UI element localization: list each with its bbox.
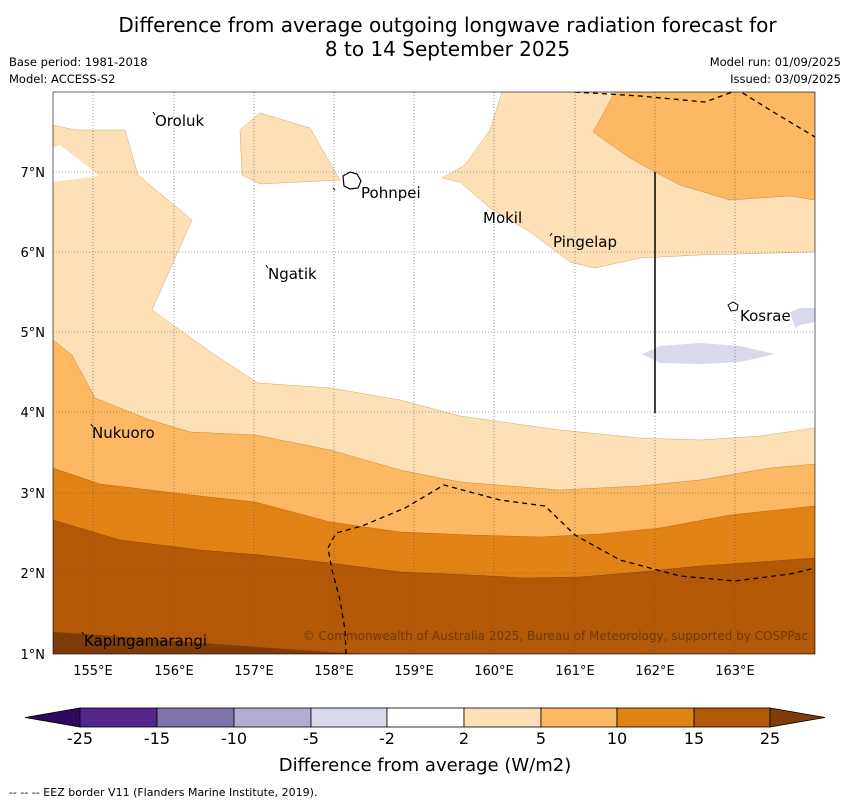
meta-left: Base period: 1981-2018 Model: ACCESS-S2 [9,54,148,88]
map-frame [52,91,816,655]
colorbar-segment [386,707,465,728]
contour-15-25 [53,519,815,654]
label-kapingamarangi: Kapingamarangi [84,632,207,650]
colorbar [24,707,826,728]
issued-date: Issued: 03/09/2025 [730,72,841,86]
kosrae-island-icon [727,301,739,312]
colorbar-tick-label: -25 [66,729,94,748]
lat-label: 3°N [21,487,46,502]
lon-label: 161°E [555,664,595,679]
lon-label: 163°E [715,664,755,679]
colorbar-extend-high [769,707,826,728]
eez-border-north [574,92,815,138]
lat-label: 5°N [21,326,46,341]
label-ngatik: Ngatik [268,265,317,283]
graticule [53,92,815,654]
colorbar-tick-label: -10 [220,729,248,748]
colorbar-segment [616,707,695,728]
forecast-field [53,92,815,654]
title-line-2: 8 to 14 September 2025 [324,37,571,61]
eez-border-south [327,484,815,654]
colorbar-tick-label: 25 [759,729,781,748]
lon-label: 160°E [474,664,514,679]
contour-over-25 [53,632,360,654]
label-mokil: Mokil [483,209,522,227]
contour-2-5-west-notch [53,145,100,182]
colorbar-segment [156,707,235,728]
colorbar-segment [233,707,312,728]
colorbar-segment [310,707,388,728]
lon-label: 158°E [314,664,354,679]
lon-label: 155°E [73,664,113,679]
colorbar-extend-low [24,707,81,728]
lat-label: 6°N [21,246,46,261]
lon-label: 156°E [154,664,194,679]
model-run: Model run: 01/09/2025 [709,55,841,69]
lon-label: 159°E [394,664,434,679]
colorbar-tick-label: -5 [303,729,319,748]
colorbar-tick-label: 10 [606,729,628,748]
lat-label: 1°N [21,648,46,663]
colorbar-tick-label: 15 [683,729,705,748]
label-pingelap: Pingelap [553,233,617,251]
label-pohnpei: Pohnpei [361,184,421,202]
base-period: Base period: 1981-2018 [9,55,148,69]
colorbar-tick-label: 2 [458,729,470,748]
lat-label: 2°N [21,567,46,582]
colorbar-tick-label: -2 [379,729,395,748]
lat-label: 7°N [21,166,46,181]
copyright-notice: © Commonwealth of Australia 2025, Bureau… [303,629,808,643]
colorbar-segment [693,707,771,728]
contour-5-10-northeast [592,92,815,201]
latitude-labels: 7°N 6°N 5°N 4°N 3°N 2°N 1°N [21,166,46,663]
colorbar-tick-label: -15 [143,729,171,748]
title-line-1: Difference from average outgoing longwav… [118,13,777,37]
lon-label: 162°E [635,664,675,679]
colorbar-segment [463,707,542,728]
model-name: Model: ACCESS-S2 [9,72,116,86]
negative-patch-kosrae-south [642,343,775,364]
footnote-eez: -- -- -- EEZ border V11 (Flanders Marine… [9,786,318,799]
label-oroluk: Oroluk [155,112,204,130]
lon-label: 157°E [234,664,274,679]
label-nukuoro: Nukuoro [92,424,155,442]
pohnpei-island-icon [342,171,362,190]
contour-2-5-northmid [239,112,341,185]
label-kosrae: Kosrae [740,307,791,325]
colorbar-title: Difference from average (W/m2) [278,755,572,776]
meta-right: Model run: 01/09/2025 Issued: 03/09/2025 [710,54,841,88]
colorbar-segment [79,707,158,728]
map-title: Difference from average outgoing longwav… [0,13,850,61]
negative-patch-kosrae-east [790,308,815,328]
longitude-labels: 155°E 156°E 157°E 158°E 159°E 160°E 161°E 162°E… [73,664,755,679]
colorbar-tick-label: 5 [535,729,547,748]
colorbar-segment [540,707,618,728]
atoll-markers [81,111,553,636]
lat-label: 4°N [21,406,46,421]
